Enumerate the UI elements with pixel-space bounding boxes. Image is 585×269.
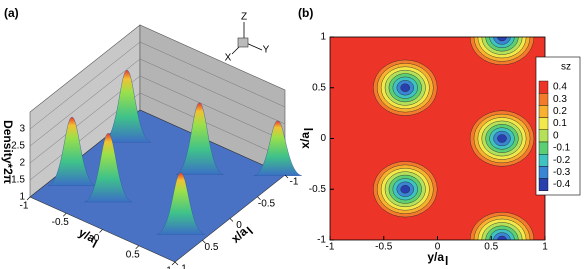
y-tick-label: -1 bbox=[20, 201, 29, 212]
axis-label-sub: l bbox=[90, 237, 100, 251]
minimum bbox=[497, 235, 507, 240]
minimum bbox=[400, 185, 411, 194]
tick-mark bbox=[257, 196, 261, 200]
contour-field bbox=[373, 37, 535, 240]
colorbar-title: sz bbox=[561, 62, 571, 73]
x-tick-label: 0.5 bbox=[484, 242, 498, 253]
x-tick-label: 1 bbox=[181, 264, 187, 269]
minimum bbox=[497, 37, 507, 42]
x-tick-label: 0 bbox=[435, 242, 441, 253]
peak bbox=[253, 120, 302, 176]
panel-label: (a) bbox=[4, 6, 19, 20]
orientation-label: Z bbox=[241, 12, 247, 23]
colorbar-label: -0.4 bbox=[553, 179, 571, 190]
colorbar-label: 0 bbox=[553, 130, 559, 141]
tick-mark bbox=[229, 218, 234, 222]
colorbar-label: -0.2 bbox=[553, 155, 571, 166]
peak bbox=[47, 116, 97, 186]
axis-label: x/al bbox=[228, 224, 256, 246]
z-tick-label: 2.5 bbox=[11, 141, 25, 152]
y-tick-label: -1 bbox=[317, 235, 326, 246]
minimum bbox=[400, 83, 411, 92]
grid-line bbox=[29, 41, 286, 130]
x-tick-label: -0.5 bbox=[375, 242, 393, 253]
axis-label-text: x/a bbox=[298, 132, 312, 149]
x-tick-label: 0 bbox=[236, 220, 242, 231]
colorbar-swatch bbox=[538, 80, 549, 94]
peak bbox=[84, 133, 133, 203]
tick-mark bbox=[99, 229, 103, 233]
axis-label-sub: l bbox=[302, 128, 316, 131]
axis-label-sub: l bbox=[244, 224, 256, 237]
colorbar-label: 0.1 bbox=[553, 118, 567, 129]
colorbar-label: 0.2 bbox=[553, 106, 567, 117]
axis-label-sub: l bbox=[445, 254, 448, 268]
x-tick-label: 0.5 bbox=[205, 242, 219, 253]
y-tick-label: -0.5 bbox=[52, 217, 70, 228]
x-tick-label: -1 bbox=[290, 177, 299, 188]
x-tick-label: -1 bbox=[326, 242, 335, 253]
z-tick-label: 1 bbox=[19, 192, 25, 203]
x-tick-label: -0.5 bbox=[258, 198, 276, 209]
z-tick-label: 2 bbox=[19, 158, 25, 169]
colorbar-label: 0.4 bbox=[553, 82, 567, 93]
tick-mark bbox=[63, 213, 67, 217]
colorbar-swatch bbox=[538, 105, 549, 118]
tick-mark bbox=[171, 261, 176, 266]
colorbar-label: -0.1 bbox=[553, 143, 571, 154]
tick-mark bbox=[135, 245, 139, 249]
tick-mark bbox=[26, 196, 31, 201]
orientation-label: Y bbox=[263, 45, 270, 56]
y-tick-label: -0.5 bbox=[309, 184, 327, 195]
colorbar-swatch bbox=[538, 117, 549, 130]
peak bbox=[175, 102, 224, 175]
tick-mark bbox=[202, 240, 206, 244]
z-tick-label: 3 bbox=[19, 124, 25, 135]
colorbar-swatch bbox=[538, 178, 549, 192]
y-tick-label: 0 bbox=[320, 133, 326, 144]
tick-mark bbox=[174, 261, 179, 266]
colorbar-swatch bbox=[538, 141, 549, 155]
y-tick-label: 1 bbox=[320, 32, 326, 43]
colorbar-label: 0.3 bbox=[553, 94, 567, 105]
y-tick-label: 0.5 bbox=[312, 82, 326, 93]
y-tick-label: 0 bbox=[94, 233, 100, 244]
minimum bbox=[497, 134, 507, 143]
x-tick-label: 1 bbox=[542, 242, 548, 253]
colorbar-swatch bbox=[538, 166, 549, 179]
y-tick-label: 0.5 bbox=[126, 249, 140, 260]
axis-label-text: y/a bbox=[427, 250, 444, 264]
colorbar-swatch bbox=[538, 153, 549, 167]
grid-line bbox=[29, 58, 286, 147]
colorbar-label: -0.3 bbox=[553, 167, 571, 178]
orientation-label: X bbox=[225, 53, 232, 64]
tick-mark bbox=[284, 174, 289, 179]
z-axis-label: Density*2π bbox=[1, 120, 15, 184]
axis-label: x/al bbox=[298, 128, 316, 149]
orientation-cube bbox=[231, 22, 263, 55]
y-tick-label: 1 bbox=[166, 266, 172, 269]
peak bbox=[156, 172, 205, 235]
z-tick-label: 1.5 bbox=[11, 175, 25, 186]
panel-label: (b) bbox=[298, 6, 313, 20]
peak bbox=[102, 70, 152, 143]
colorbar-swatch bbox=[538, 129, 549, 143]
axis-label: y/al bbox=[76, 225, 100, 251]
colorbar-swatch bbox=[538, 92, 549, 106]
